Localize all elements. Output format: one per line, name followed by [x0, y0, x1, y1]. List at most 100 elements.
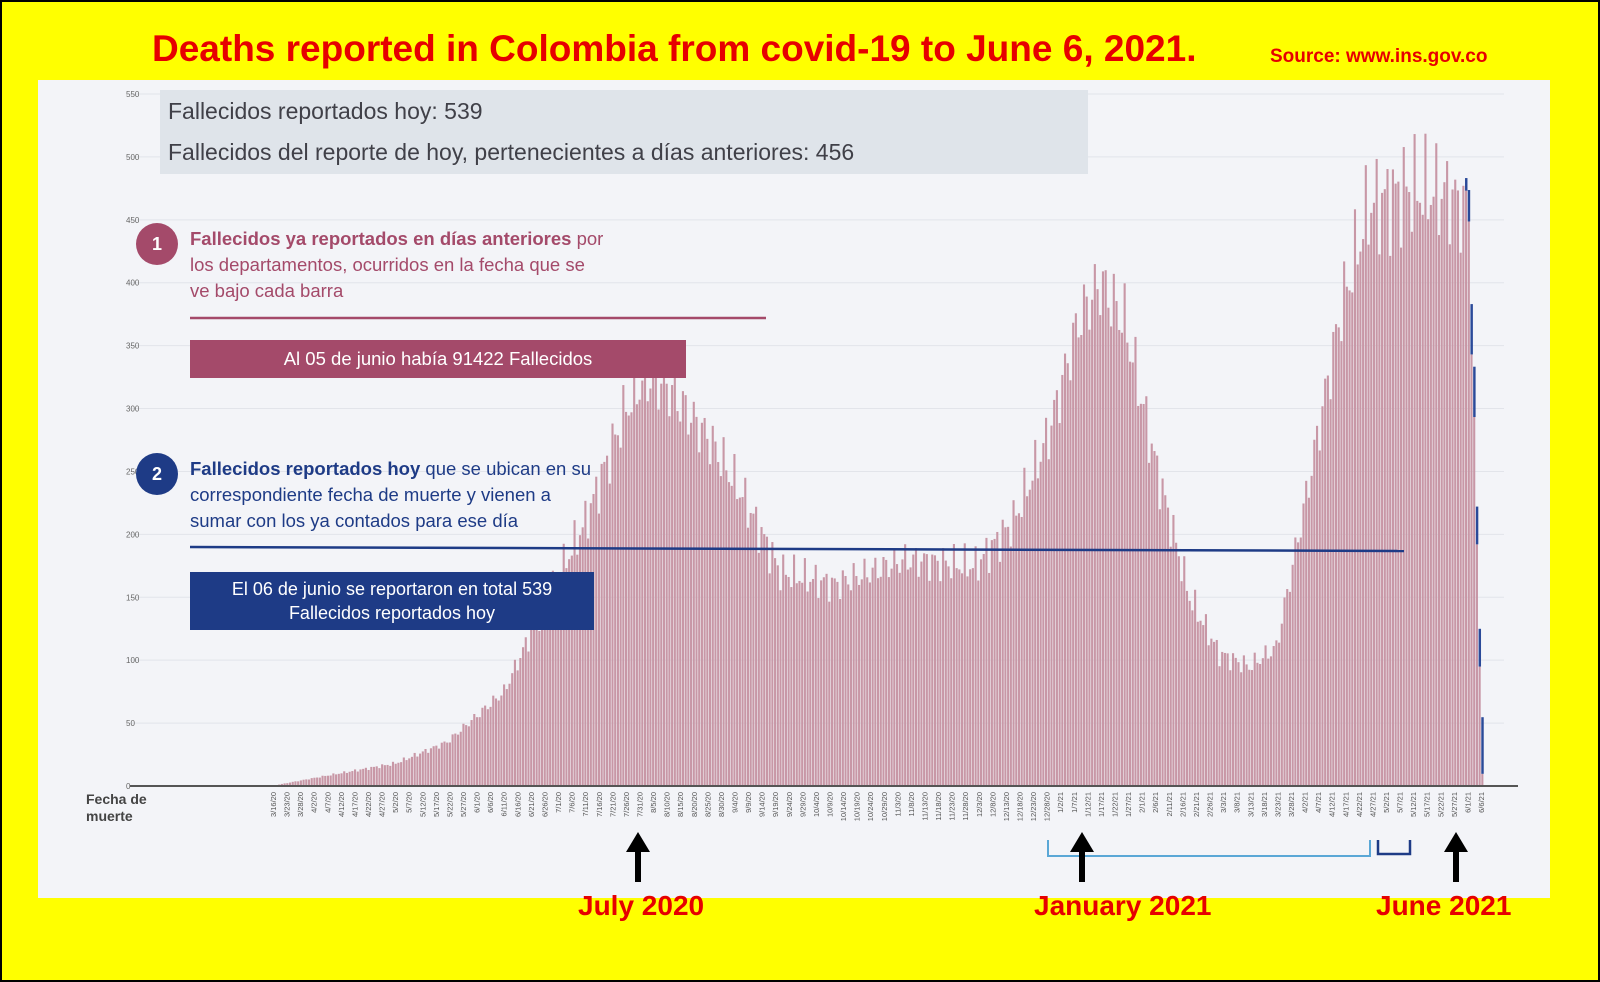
- y-tick-label: 250: [126, 467, 140, 476]
- bar: [909, 567, 912, 786]
- bar: [1063, 353, 1067, 786]
- bar: [524, 637, 527, 786]
- bar: [608, 483, 611, 786]
- bar: [1269, 656, 1273, 786]
- bar: [942, 548, 945, 786]
- bar: [1261, 658, 1264, 786]
- bar: [329, 775, 332, 786]
- x-tick-label: 8/30/20: [717, 792, 726, 817]
- bar: [440, 742, 443, 786]
- bar: [527, 651, 530, 786]
- bar: [1213, 641, 1216, 786]
- x-tick-label: 10/29/20: [880, 792, 889, 821]
- bar: [630, 412, 633, 786]
- bar: [1028, 489, 1031, 786]
- chart-panel: 0 50 100 150 200 250 300 350 400 450 500 550 3/16/2…: [38, 80, 1550, 898]
- bar: [283, 783, 286, 786]
- bar: [652, 366, 655, 786]
- bar: [1367, 244, 1370, 786]
- legend1-text1: por: [571, 228, 604, 249]
- bar: [522, 647, 525, 786]
- bar: [928, 580, 931, 786]
- bar-reported-today: [1473, 366, 1476, 418]
- x-tick-label: 5/22/20: [445, 792, 454, 817]
- bar: [324, 775, 327, 786]
- legend2-text1: que se ubican en su: [420, 458, 592, 479]
- legend1-note: Al 05 de junio había 91422 Fallecidos: [190, 340, 686, 378]
- bar: [486, 709, 489, 786]
- bar: [784, 574, 787, 786]
- bar: [768, 573, 771, 786]
- bar: [1169, 546, 1172, 786]
- x-tick-label: 8/5/20: [649, 792, 658, 813]
- x-tick-label: 4/12/21: [1328, 792, 1337, 817]
- bar: [1001, 519, 1004, 786]
- bar: [882, 557, 885, 786]
- bar: [297, 781, 300, 786]
- bar: [1023, 467, 1026, 786]
- bar: [904, 544, 907, 786]
- bar: [1286, 589, 1289, 786]
- bar: [318, 777, 321, 786]
- bar: [326, 775, 330, 786]
- x-tick-label: 2/16/21: [1178, 792, 1187, 817]
- bar: [998, 561, 1002, 786]
- arrow-up-icon: [626, 832, 650, 882]
- x-tick-label: 4/7/21: [1314, 792, 1323, 813]
- bar: [484, 705, 487, 786]
- bar: [280, 783, 283, 786]
- bar: [971, 568, 974, 786]
- y-tick-label: 350: [126, 342, 140, 351]
- bar: [1042, 443, 1045, 786]
- y-tick-label: 400: [126, 279, 140, 288]
- bar: [931, 554, 934, 786]
- bar: [727, 482, 731, 786]
- bar: [912, 554, 915, 786]
- x-tick-label: 4/7/20: [323, 792, 332, 813]
- bar: [1026, 496, 1029, 786]
- x-tick-label: 10/14/20: [839, 792, 848, 821]
- bar: [1278, 642, 1281, 786]
- bar: [1096, 289, 1099, 786]
- bar: [1454, 179, 1457, 786]
- bar: [1017, 513, 1021, 786]
- bar: [614, 434, 617, 786]
- bar: [722, 437, 725, 786]
- bar: [839, 599, 842, 786]
- x-tick-label: 5/12/20: [418, 792, 427, 817]
- bar: [836, 581, 839, 786]
- bar: [1055, 390, 1058, 786]
- bar: [906, 569, 909, 786]
- y-tick-label: 300: [126, 405, 140, 414]
- bar: [1231, 653, 1235, 786]
- bar: [893, 548, 896, 786]
- x-tick-label: 11/3/20: [893, 792, 902, 816]
- x-tick-label: 6/11/20: [500, 792, 509, 816]
- bar: [467, 726, 470, 786]
- bar: [1009, 546, 1012, 786]
- bar: [917, 576, 920, 786]
- bar: [451, 734, 454, 786]
- bar: [402, 757, 405, 786]
- bar: [958, 569, 961, 786]
- bar: [1012, 500, 1015, 786]
- bar: [690, 422, 693, 786]
- bar: [606, 455, 609, 786]
- bar: [1248, 669, 1251, 786]
- x-tick-label: 7/26/20: [622, 792, 631, 817]
- bar: [1267, 658, 1270, 786]
- bar: [988, 572, 991, 786]
- bar: [1229, 670, 1232, 786]
- bar: [1321, 406, 1324, 786]
- x-tick-label: 11/28/20: [961, 792, 970, 821]
- bar: [456, 734, 460, 786]
- arrow-up-icon: [1070, 832, 1094, 882]
- bar: [1210, 638, 1213, 786]
- bar: [1372, 202, 1376, 786]
- bar: [1313, 439, 1316, 786]
- bar: [852, 563, 855, 786]
- bar: [1299, 537, 1302, 786]
- y-tick-label: 100: [126, 656, 140, 665]
- bar: [790, 587, 793, 786]
- bar: [901, 559, 904, 786]
